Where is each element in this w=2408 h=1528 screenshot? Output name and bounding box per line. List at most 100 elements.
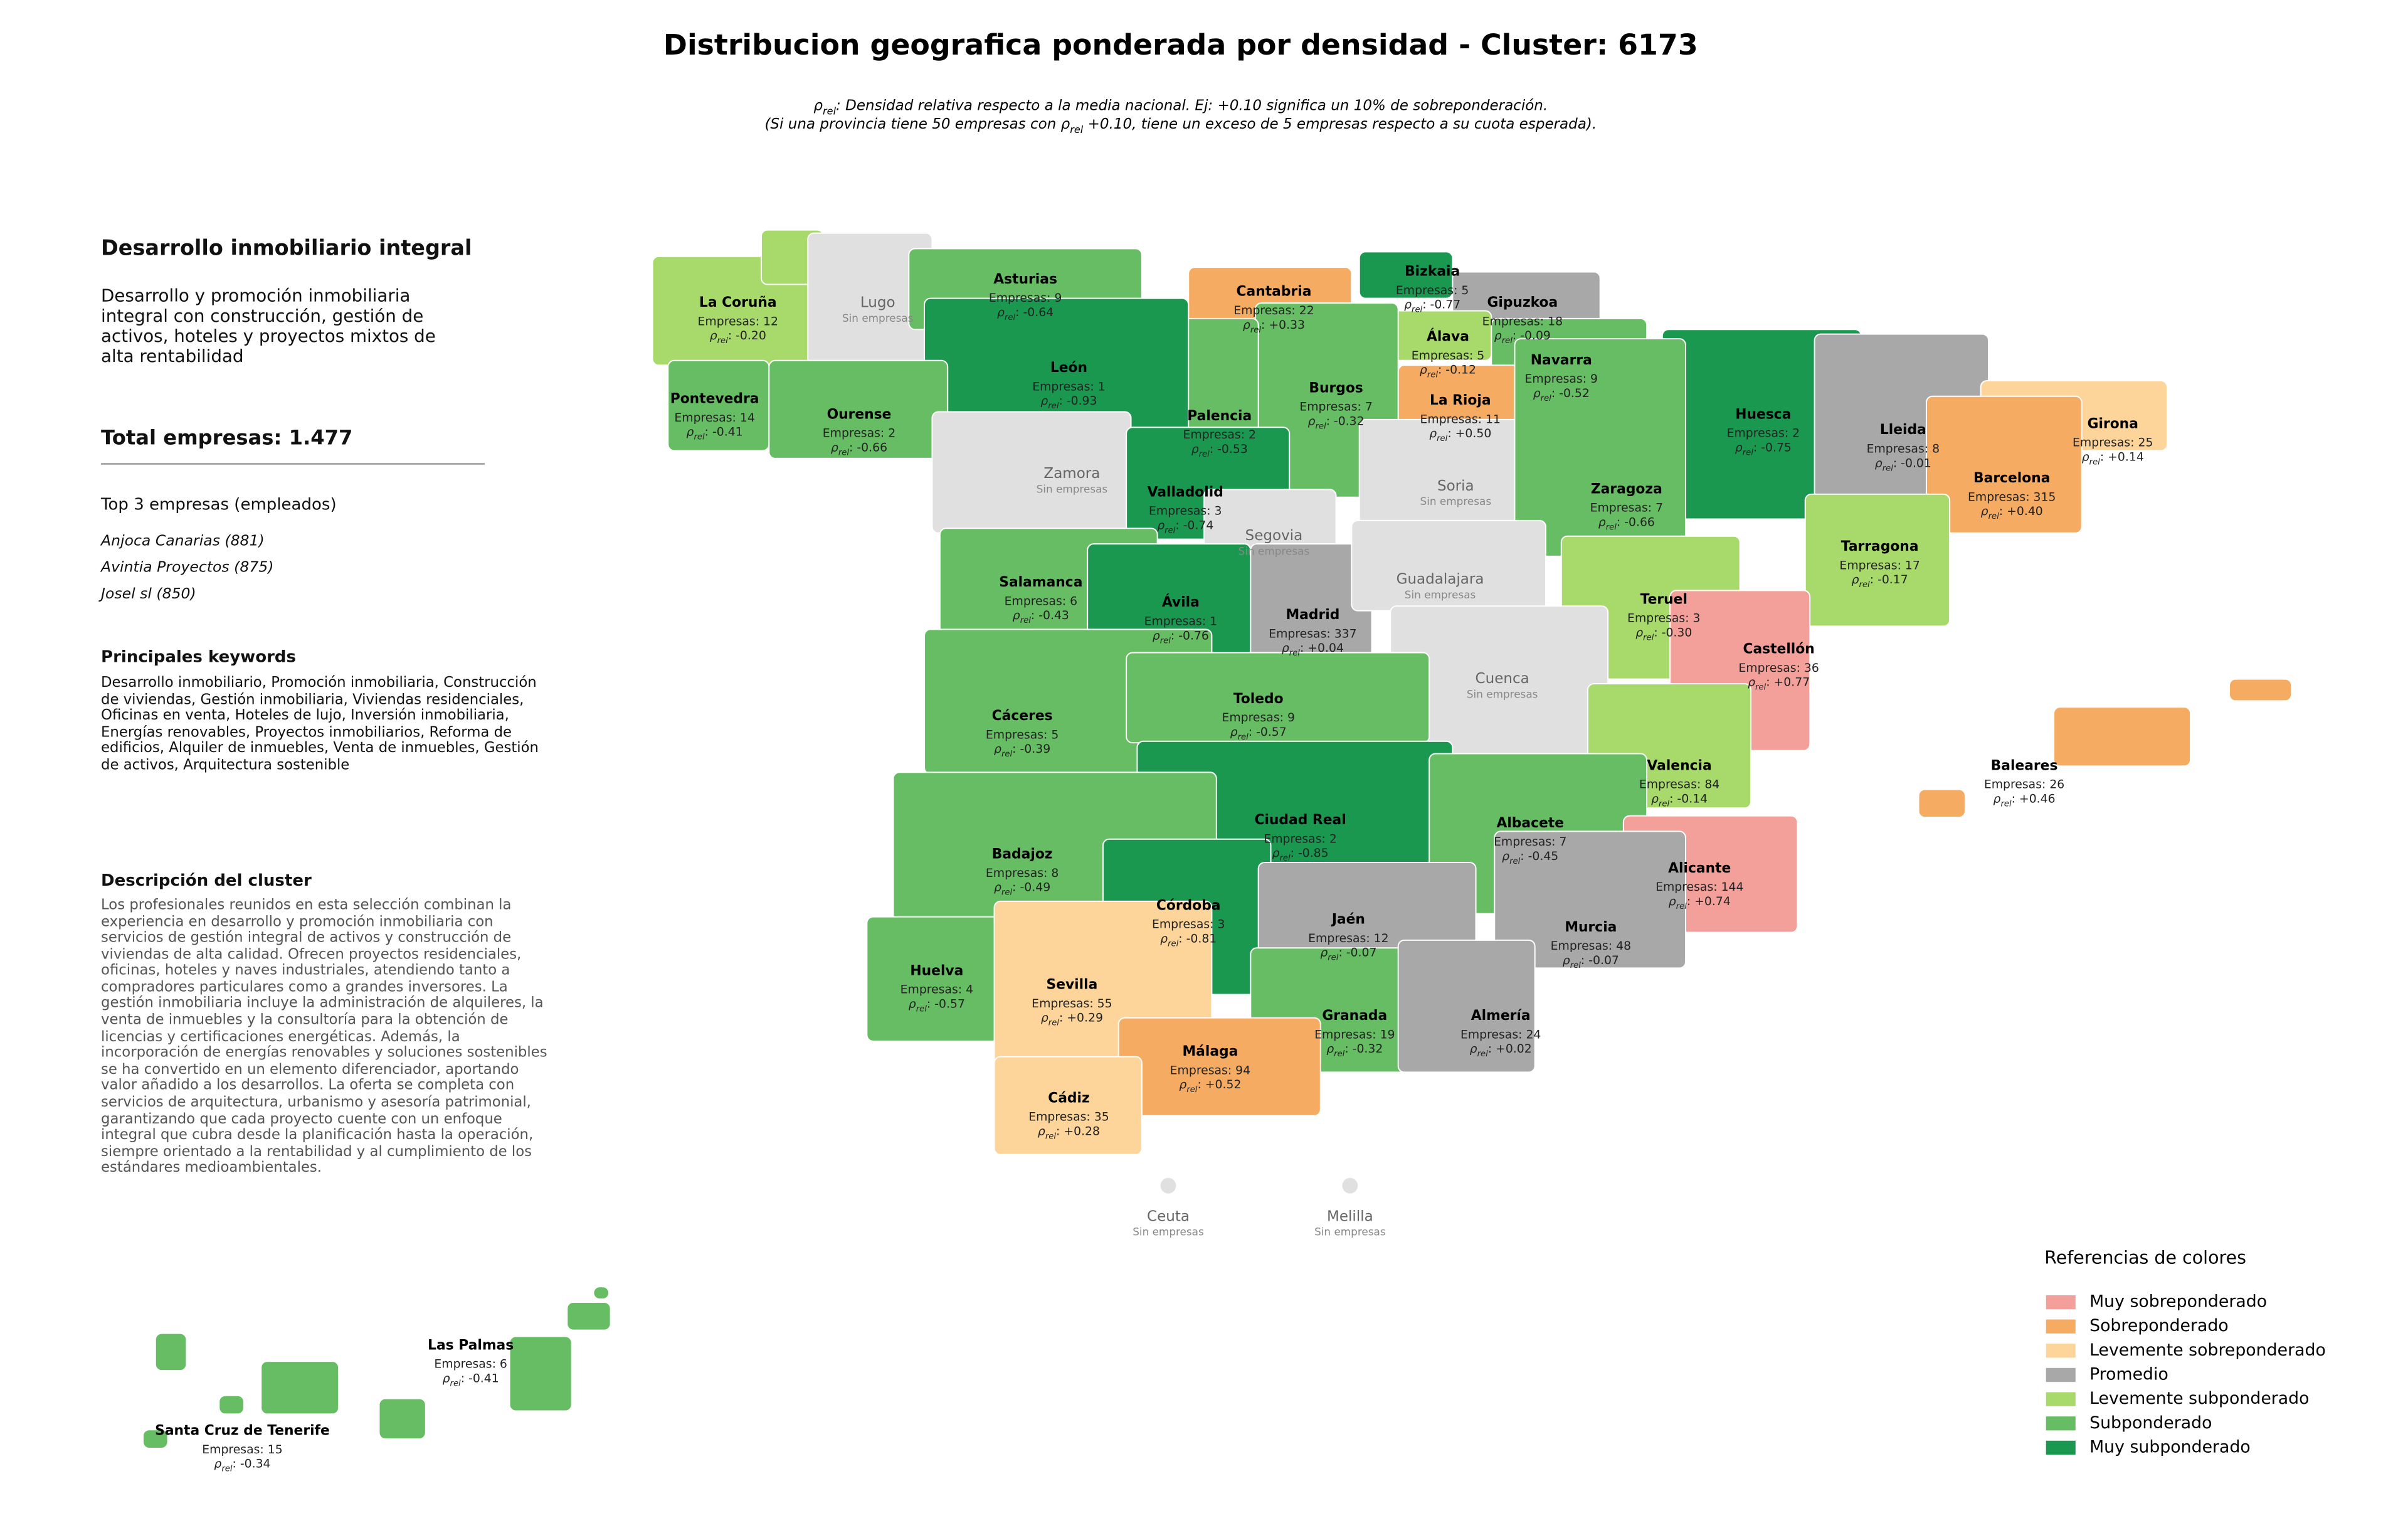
rho-value: : -0.93 — [1059, 395, 1097, 408]
rho-symbol: ρ — [1598, 516, 1606, 529]
province-count: Empresas: 11 — [1420, 413, 1501, 426]
rho-symbol: ρ — [1735, 441, 1743, 454]
rho-value: : -0.45 — [1520, 850, 1558, 863]
legend-title: Referencias de colores — [2044, 1248, 2246, 1268]
rho-value: : +0.40 — [1999, 505, 2043, 518]
province-count: Empresas: 9 — [989, 292, 1062, 305]
rho-value: : +0.33 — [1261, 318, 1305, 331]
top-title: Top 3 empresas (empleados) — [101, 496, 337, 515]
province-count: Empresas: 9 — [1525, 373, 1598, 386]
province-name: Huelva — [910, 963, 963, 979]
province-count: Empresas: 4 — [900, 984, 973, 997]
rho-label: ρrel: +0.29 — [1041, 1011, 1103, 1027]
province-name: Segovia — [1245, 528, 1303, 544]
rho-sub: rel — [916, 1004, 927, 1014]
subtitle-sub: rel — [823, 105, 837, 117]
rho-value: : +0.14 — [2100, 450, 2144, 464]
rho-label: ρrel: -0.53 — [1191, 442, 1248, 459]
province-name: Huesca — [1735, 406, 1791, 422]
legend-swatch — [2046, 1367, 2076, 1382]
rho-symbol: ρ — [1157, 519, 1164, 532]
legend-label: Sobreponderado — [2089, 1316, 2229, 1335]
province-name: Cantabria — [1237, 284, 1312, 300]
top-item: Avintia Proyectos (875) — [101, 559, 274, 577]
rho-value: : -0.41 — [705, 425, 743, 438]
province-name: Cuenca — [1476, 671, 1529, 687]
province-count: Empresas: 2 — [823, 427, 895, 440]
rho-sub: rel — [1048, 1018, 1060, 1027]
rho-value: : -0.32 — [1344, 1043, 1383, 1056]
legend-swatch — [2046, 1392, 2076, 1406]
province-name: Madrid — [1286, 607, 1339, 623]
province-name: Toledo — [1233, 691, 1284, 707]
rho-symbol: ρ — [1875, 457, 1883, 470]
rho-symbol: ρ — [994, 743, 1001, 756]
rho-symbol: ρ — [1326, 1043, 1334, 1056]
description-title: Descripción del cluster — [101, 871, 312, 891]
province-name: La Rioja — [1430, 393, 1491, 408]
rho-symbol: ρ — [1160, 932, 1168, 945]
rho-sub: rel — [1859, 580, 1871, 590]
province-name: Valladolid — [1148, 484, 1223, 500]
province-name: Lugo — [860, 295, 895, 311]
province-name: Zaragoza — [1591, 481, 1662, 497]
province-name: Palencia — [1187, 408, 1252, 424]
province-count: Empresas: 26 — [1984, 778, 2064, 792]
province-count: Empresas: 14 — [674, 411, 754, 425]
rho-label: ρrel: -0.07 — [1563, 954, 1619, 970]
subtitle-part: ρ — [813, 97, 823, 114]
province-name: Cádiz — [1048, 1091, 1089, 1106]
province-count: Empresas: 15 — [202, 1443, 282, 1456]
province-count: Empresas: 5 — [986, 728, 1059, 741]
province-count: Empresas: 2 — [1264, 832, 1336, 846]
rho-label: ρrel: +0.40 — [1981, 505, 2043, 521]
rho-value: : +0.77 — [1766, 676, 1810, 689]
province-name: Santa Cruz de Tenerife — [155, 1423, 330, 1439]
rho-sub: rel — [1160, 636, 1171, 645]
title: Distribucion geografica ponderada por de… — [663, 28, 1698, 61]
province-count: Empresas: 6 — [434, 1358, 507, 1371]
province-count: Empresas: 25 — [2073, 437, 2153, 450]
rho-label: ρrel: -0.39 — [994, 743, 1050, 759]
legend-swatch — [2046, 1295, 2076, 1310]
province-shape — [993, 1056, 1143, 1155]
province-status: Sin empresas — [1314, 1226, 1386, 1238]
province-status: Sin empresas — [1133, 1226, 1204, 1238]
rho-sub: rel — [1315, 422, 1326, 431]
rho-sub: rel — [221, 1464, 233, 1473]
province-status: Sin empresas — [1420, 495, 1492, 507]
rho-value: : -0.85 — [1291, 847, 1329, 860]
province-count: Empresas: 337 — [1269, 627, 1356, 640]
rho-label: ρrel: -0.93 — [1040, 395, 1097, 411]
rho-label: ρrel: +0.28 — [1038, 1125, 1100, 1141]
province-name: Lleida — [1880, 422, 1926, 438]
province-shape — [866, 916, 1008, 1042]
province-count: Empresas: 2 — [1183, 428, 1256, 442]
rho-label: ρrel: -0.32 — [1326, 1043, 1383, 1059]
province-shape — [142, 1429, 169, 1449]
rho-label: ρrel: +0.74 — [1669, 894, 1731, 911]
divider — [101, 463, 485, 465]
province-count: Empresas: 17 — [1839, 559, 1920, 572]
rho-label: ρrel: -0.20 — [710, 329, 766, 346]
province-shape — [378, 1398, 426, 1440]
rho-value: : -0.09 — [1513, 329, 1551, 342]
province-shape — [154, 1332, 187, 1372]
rho-label: ρrel: +0.52 — [1179, 1078, 1241, 1095]
rho-symbol: ρ — [687, 425, 694, 438]
rho-value: : -0.76 — [1171, 629, 1209, 642]
province-count: Empresas: 12 — [698, 315, 778, 328]
rho-label: ρrel: -0.64 — [997, 305, 1054, 322]
rho-symbol: ρ — [1563, 954, 1570, 967]
province-name: Castellón — [1743, 642, 1814, 657]
rho-symbol: ρ — [214, 1457, 221, 1470]
province-count: Empresas: 144 — [1656, 881, 1743, 894]
rho-label: ρrel: -0.01 — [1875, 457, 1931, 473]
rho-sub: rel — [1502, 336, 1513, 346]
rho-value: : -0.07 — [1581, 954, 1619, 967]
rho-label: ρrel: -0.17 — [1852, 573, 1908, 590]
rho-sub: rel — [1250, 325, 1262, 334]
rho-symbol: ρ — [1320, 946, 1328, 959]
